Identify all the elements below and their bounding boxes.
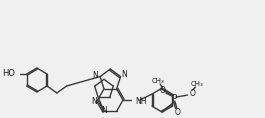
Text: O: O [175, 108, 181, 117]
Text: N: N [101, 106, 107, 115]
Text: HO: HO [2, 70, 15, 78]
Text: O: O [189, 89, 195, 98]
Text: N: N [91, 97, 97, 106]
Text: N: N [92, 71, 98, 80]
Text: N: N [122, 70, 127, 79]
Text: O: O [159, 86, 165, 95]
Text: P: P [171, 94, 176, 103]
Text: CH₃: CH₃ [152, 78, 165, 84]
Text: NH: NH [136, 97, 147, 106]
Text: CH₃: CH₃ [191, 81, 204, 87]
